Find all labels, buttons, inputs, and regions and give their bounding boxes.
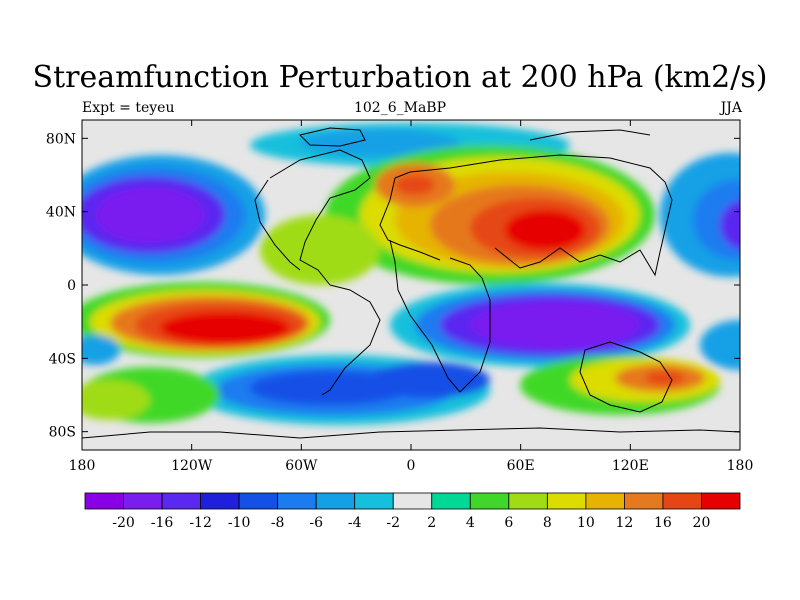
colorbar-swatch [431,492,471,510]
colorbar-swatch [546,492,587,510]
contour-fill [82,123,740,425]
y-tick-label: 40S [49,351,76,367]
colorbar-swatch [315,492,356,510]
colorbar-swatch [200,492,240,510]
colorbar-swatch [84,492,124,510]
colorbar-label: 20 [693,515,711,531]
colorbar-label: -6 [309,515,323,531]
y-axis: 80N 40N 0 40S 80S [46,131,740,441]
colorbar-label: -4 [348,515,362,531]
colorbar-label: 4 [466,515,475,531]
colorbar-swatch [392,492,433,510]
colorbar-label: -2 [386,515,400,531]
colorbar-swatch [354,492,394,510]
x-tick-label: 120E [612,458,649,474]
x-tick-label: 60W [285,458,318,474]
chart-title: Streamfunction Perturbation at 200 hPa (… [32,60,768,95]
colorbar-label: -20 [112,515,135,531]
y-tick-label: 40N [46,205,76,221]
colorbar-swatch [508,492,548,510]
x-tick-label: 120W [171,458,213,474]
colorbar-label: 8 [543,515,552,531]
x-tick-label: 180 [727,458,754,474]
season-label: JJA [720,100,742,116]
y-tick-label: 80S [49,425,76,441]
colorbar-swatch [624,492,664,510]
colorbar-label: 16 [654,515,672,531]
case-label: 102_6_MaBP [353,100,447,116]
colorbar-label: -12 [189,515,212,531]
colorbar-label: 12 [615,515,633,531]
colorbar: -20 -16 -12 -10 -8 -6 -4 -2 2 4 6 8 10 12 16 20 [84,492,741,531]
colorbar-label: 6 [504,515,513,531]
colorbar-swatch [662,492,702,510]
colorbar-label: -16 [151,515,174,531]
x-tick-label: 180 [69,458,96,474]
colorbar-swatch [123,492,163,510]
x-tick-label: 60E [507,458,535,474]
colorbar-label: 10 [577,515,595,531]
y-tick-label: 0 [67,278,76,294]
colorbar-swatch [277,492,317,510]
experiment-label: Expt = teyeu [82,100,175,116]
colorbar-swatch [469,492,510,510]
coastlines [82,127,740,439]
colorbar-swatch [238,492,279,510]
colorbar-swatch [585,492,625,510]
colorbar-swatch [701,492,741,510]
x-axis: 180 120W 60W 0 60E 120E 180 [69,120,754,474]
y-tick-label: 80N [46,131,76,147]
colorbar-label: -10 [228,515,251,531]
colorbar-swatch [161,492,201,510]
x-tick-label: 0 [407,458,416,474]
colorbar-label: 2 [427,515,436,531]
colorbar-label: -8 [271,515,285,531]
